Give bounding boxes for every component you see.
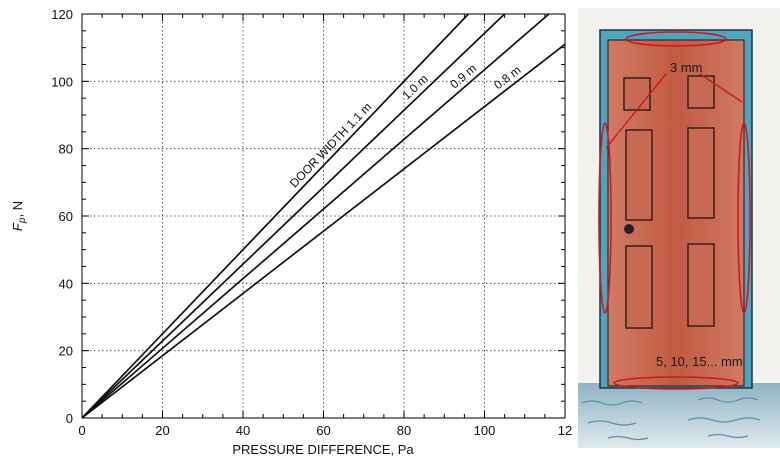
pointer-line-left xyxy=(605,73,667,149)
y-axis-title-sub: p xyxy=(17,217,28,224)
y-tick-label: 40 xyxy=(59,276,73,291)
y-axis-title-main: F xyxy=(10,222,25,231)
door-panel-top-right xyxy=(687,75,715,109)
x-tick-label: 0 xyxy=(78,423,85,438)
top-gap-label: 3 mm xyxy=(670,60,703,75)
x-tick-label: 80 xyxy=(397,423,411,438)
door-panel-bottom-right xyxy=(687,243,715,327)
door-illustration: 3 mm 5, 10, 15... mm xyxy=(578,8,780,448)
y-axis-title: Fp, N xyxy=(10,201,28,231)
grid-lines xyxy=(82,14,565,418)
series-line-0 xyxy=(81,13,470,419)
y-tick-label: 0 xyxy=(66,411,73,426)
y-tick-label: 20 xyxy=(59,344,73,359)
y-tick-label: 80 xyxy=(59,142,73,157)
y-tick-label: 100 xyxy=(51,74,73,89)
floor-wave-lines xyxy=(581,397,761,441)
right-gap-marker xyxy=(737,122,751,314)
left-gap-marker xyxy=(598,122,612,314)
door-panel-bottom-left xyxy=(625,245,653,329)
pointer-line-right xyxy=(699,73,743,103)
series-lines xyxy=(81,13,566,419)
x-axis-title: PRESSURE DIFFERENCE, Pa xyxy=(232,442,414,456)
door-panel-mid-left xyxy=(625,129,653,221)
door-panel-mid-right xyxy=(687,127,715,219)
x-tick-label: 100 xyxy=(474,423,496,438)
x-tick-label: 20 xyxy=(155,423,169,438)
ticks xyxy=(81,13,566,419)
x-tick-label: 60 xyxy=(316,423,330,438)
y-tick-label: 60 xyxy=(59,209,73,224)
series-line-3 xyxy=(81,43,566,419)
x-tick-label: 12 xyxy=(558,423,572,438)
door-knob xyxy=(624,224,634,234)
bottom-gap-marker xyxy=(613,376,739,390)
top-gap-marker xyxy=(625,31,727,47)
series-line-2 xyxy=(81,13,550,419)
bottom-gap-label: 5, 10, 15... mm xyxy=(656,354,743,369)
x-tick-label: 40 xyxy=(236,423,250,438)
door-panel-top-left xyxy=(623,77,651,111)
y-axis-title-suffix: , N xyxy=(10,201,25,218)
series-line-1 xyxy=(81,13,506,419)
svg-text:Fp, N: Fp, N xyxy=(10,201,28,231)
y-tick-label: 120 xyxy=(51,7,73,22)
